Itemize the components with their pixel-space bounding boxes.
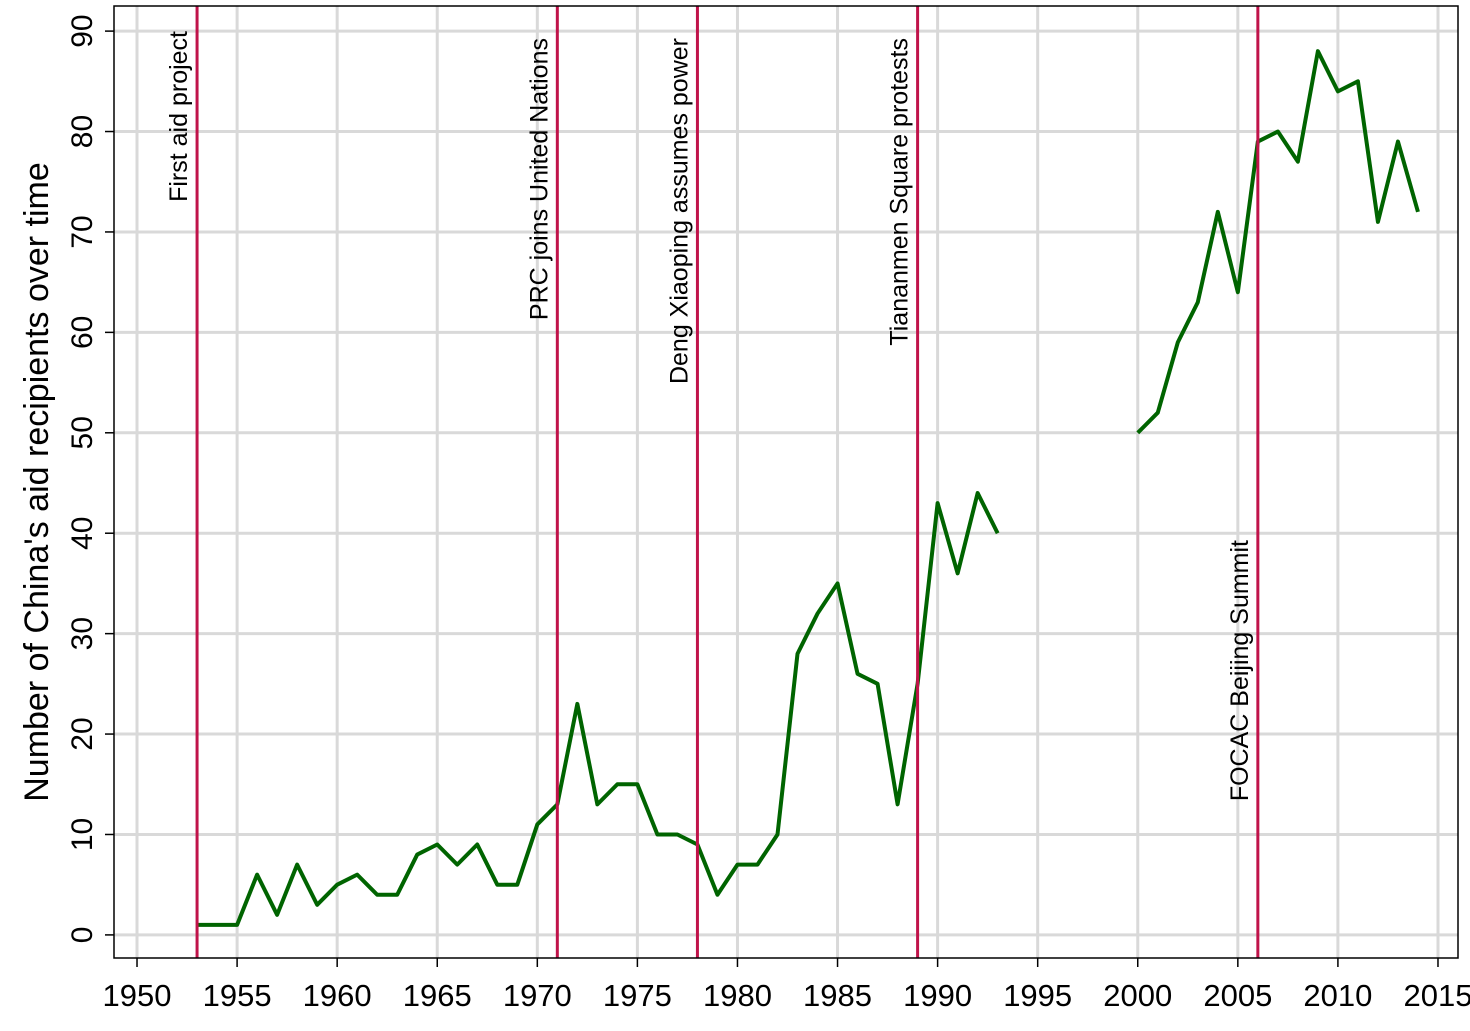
y-tick-label: 10 (66, 818, 99, 851)
y-tick-label: 30 (66, 617, 99, 650)
x-tick-label: 1960 (303, 978, 372, 1013)
x-tick-label: 1995 (1003, 978, 1072, 1013)
y-tick-label: 70 (66, 215, 99, 248)
y-tick-label: 0 (66, 927, 99, 944)
y-tick-label: 60 (66, 316, 99, 349)
annotation-label: First aid project (165, 31, 193, 202)
x-tick-label: 1955 (203, 978, 272, 1013)
y-tick-label: 50 (66, 416, 99, 449)
x-tick-label: 2010 (1303, 978, 1372, 1013)
annotation-label: FOCAC Beijing Summit (1226, 540, 1254, 801)
x-tick-label: 1965 (403, 978, 472, 1013)
x-tick-label: 1985 (803, 978, 872, 1013)
y-tick-label: 90 (66, 14, 99, 47)
x-tick-label: 1970 (503, 978, 572, 1013)
y-tick-label: 40 (66, 517, 99, 550)
x-tick-label: 1980 (703, 978, 772, 1013)
annotation-label: Deng Xiaoping assumes power (665, 38, 693, 384)
x-tick-label: 1950 (103, 978, 172, 1013)
x-tick-label: 1975 (603, 978, 672, 1013)
y-tick-label: 80 (66, 115, 99, 148)
x-tick-label: 1990 (903, 978, 972, 1013)
x-tick-label: 2015 (1404, 978, 1470, 1013)
x-tick-label: 2005 (1203, 978, 1272, 1013)
y-tick-label: 20 (66, 717, 99, 750)
annotation-label: Tiananmen Square protests (886, 38, 914, 346)
annotation-label: PRC joins United Nations (525, 38, 553, 320)
data-line (197, 49, 1420, 927)
plot-frame (113, 5, 1459, 959)
x-tick-label: 2000 (1103, 978, 1172, 1013)
y-axis-label: Number of China's aid recipients over ti… (18, 162, 56, 802)
